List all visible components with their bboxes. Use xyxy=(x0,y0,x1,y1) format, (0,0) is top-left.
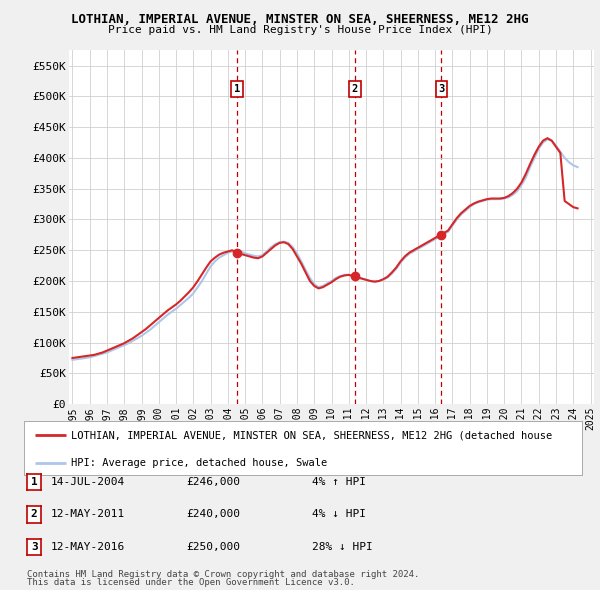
Text: 14-JUL-2004: 14-JUL-2004 xyxy=(51,477,125,487)
Text: 4% ↑ HPI: 4% ↑ HPI xyxy=(312,477,366,487)
Text: £246,000: £246,000 xyxy=(186,477,240,487)
Text: 3: 3 xyxy=(438,84,445,94)
Text: £240,000: £240,000 xyxy=(186,510,240,519)
Text: This data is licensed under the Open Government Licence v3.0.: This data is licensed under the Open Gov… xyxy=(27,578,355,587)
Text: 12-MAY-2011: 12-MAY-2011 xyxy=(51,510,125,519)
Text: 1: 1 xyxy=(234,84,240,94)
Text: Price paid vs. HM Land Registry's House Price Index (HPI): Price paid vs. HM Land Registry's House … xyxy=(107,25,493,35)
Text: 12-MAY-2016: 12-MAY-2016 xyxy=(51,542,125,552)
Text: 28% ↓ HPI: 28% ↓ HPI xyxy=(312,542,373,552)
Text: 2: 2 xyxy=(352,84,358,94)
Text: £250,000: £250,000 xyxy=(186,542,240,552)
Text: HPI: Average price, detached house, Swale: HPI: Average price, detached house, Swal… xyxy=(71,458,328,468)
Text: LOTHIAN, IMPERIAL AVENUE, MINSTER ON SEA, SHEERNESS, ME12 2HG (detached house: LOTHIAN, IMPERIAL AVENUE, MINSTER ON SEA… xyxy=(71,430,553,440)
Text: Contains HM Land Registry data © Crown copyright and database right 2024.: Contains HM Land Registry data © Crown c… xyxy=(27,570,419,579)
Text: 1: 1 xyxy=(31,477,38,487)
Text: LOTHIAN, IMPERIAL AVENUE, MINSTER ON SEA, SHEERNESS, ME12 2HG: LOTHIAN, IMPERIAL AVENUE, MINSTER ON SEA… xyxy=(71,13,529,26)
Text: 4% ↓ HPI: 4% ↓ HPI xyxy=(312,510,366,519)
Text: 3: 3 xyxy=(31,542,38,552)
Text: 2: 2 xyxy=(31,510,38,519)
